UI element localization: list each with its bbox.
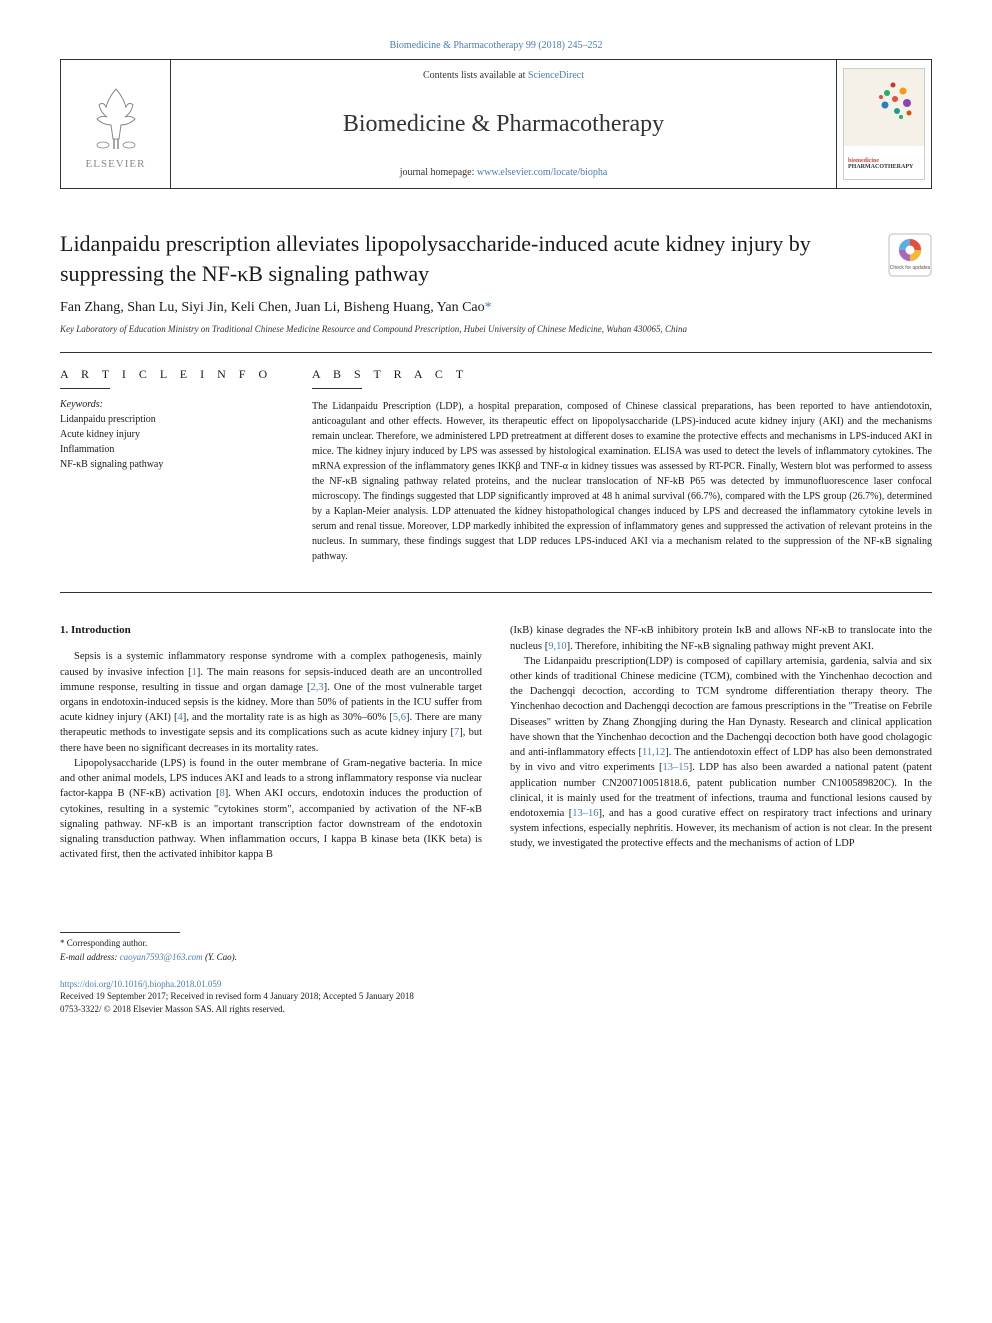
article-title: Lidanpaidu prescription alleviates lipop… — [60, 229, 876, 288]
divider — [60, 592, 932, 593]
journal-name: Biomedicine & Pharmacotherapy — [343, 111, 664, 138]
footer: * Corresponding author. E-mail address: … — [60, 932, 932, 1015]
journal-header: ELSEVIER Contents lists available at Sci… — [60, 59, 932, 189]
keywords-label: Keywords: — [60, 399, 280, 410]
footer-rule — [60, 932, 180, 933]
cover-thumbnail: biomedicine PHARMACOTHERAPY — [843, 68, 925, 180]
affiliation: Key Laboratory of Education Ministry on … — [60, 324, 932, 334]
journal-cover[interactable]: biomedicine PHARMACOTHERAPY — [836, 60, 931, 188]
header-center: Contents lists available at ScienceDirec… — [171, 60, 836, 188]
svg-text:Check for updates: Check for updates — [890, 265, 931, 271]
keyword: Inflammation — [60, 442, 280, 457]
top-citation[interactable]: Biomedicine & Pharmacotherapy 99 (2018) … — [60, 40, 932, 51]
section-heading: 1. Introduction — [60, 623, 482, 639]
keyword: Lidanpaidu prescription — [60, 412, 280, 427]
keyword: NF-κB signaling pathway — [60, 457, 280, 472]
sciencedirect-link[interactable]: ScienceDirect — [528, 70, 584, 81]
doi-link[interactable]: https://doi.org/10.1016/j.biopha.2018.01… — [60, 979, 221, 989]
email-line: E-mail address: caoyan7593@163.com (Y. C… — [60, 951, 932, 964]
keyword: Acute kidney injury — [60, 427, 280, 442]
abstract-rule — [312, 388, 362, 389]
paragraph: (IκB) kinase degrades the NF-κB inhibito… — [510, 623, 932, 653]
body: 1. Introduction Sepsis is a systemic inf… — [60, 623, 932, 862]
article-info-heading: A R T I C L E I N F O — [60, 367, 280, 382]
check-updates-icon[interactable]: Check for updates — [888, 233, 932, 277]
received-line: Received 19 September 2017; Received in … — [60, 991, 414, 1001]
elsevier-logo[interactable]: ELSEVIER — [61, 60, 171, 188]
email-link[interactable]: caoyan7593@163.com — [120, 952, 203, 962]
abstract-heading: A B S T R A C T — [312, 367, 932, 382]
paragraph: The Lidanpaidu prescription(LDP) is comp… — [510, 654, 932, 852]
article-info: A R T I C L E I N F O Keywords: Lidanpai… — [60, 367, 280, 564]
elsevier-label: ELSEVIER — [86, 158, 146, 170]
homepage-line: journal homepage: www.elsevier.com/locat… — [400, 167, 608, 178]
copyright-line: 0753-3322/ © 2018 Elsevier Masson SAS. A… — [60, 1004, 285, 1014]
footer-bottom: https://doi.org/10.1016/j.biopha.2018.01… — [60, 978, 932, 1016]
abstract-text: The Lidanpaidu Prescription (LDP), a hos… — [312, 399, 932, 564]
elsevier-tree-icon — [81, 79, 151, 154]
column-right: (IκB) kinase degrades the NF-κB inhibito… — [510, 623, 932, 862]
column-left: 1. Introduction Sepsis is a systemic inf… — [60, 623, 482, 862]
paragraph: Lipopolysaccharide (LPS) is found in the… — [60, 756, 482, 863]
authors-line: Fan Zhang, Shan Lu, Siyi Jin, Keli Chen,… — [60, 300, 932, 316]
abstract: A B S T R A C T The Lidanpaidu Prescript… — [312, 367, 932, 564]
paragraph: Sepsis is a systemic inflammatory respon… — [60, 649, 482, 756]
homepage-prefix: journal homepage: — [400, 167, 477, 178]
cover-graphic-icon — [873, 77, 918, 122]
info-rule — [60, 388, 110, 389]
authors: Fan Zhang, Shan Lu, Siyi Jin, Keli Chen,… — [60, 300, 485, 315]
homepage-link[interactable]: www.elsevier.com/locate/biopha — [477, 167, 607, 178]
divider — [60, 352, 932, 353]
contents-line: Contents lists available at ScienceDirec… — [423, 70, 584, 81]
contents-prefix: Contents lists available at — [423, 70, 528, 81]
corresponding-mark[interactable]: * — [485, 300, 492, 315]
cover-title-label: biomedicine PHARMACOTHERAPY — [848, 158, 913, 171]
corresponding-author-note: * Corresponding author. — [60, 937, 932, 950]
